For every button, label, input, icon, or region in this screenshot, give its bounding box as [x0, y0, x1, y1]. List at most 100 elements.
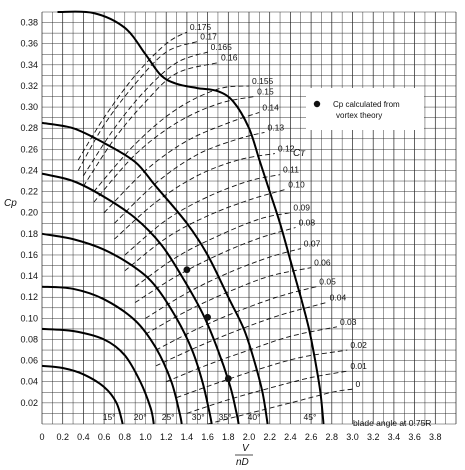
- ct-line: [124, 174, 281, 256]
- x-tick-label: 3.4: [388, 432, 401, 442]
- x-tick-label: 3.6: [408, 432, 421, 442]
- x-tick-label: 2.2: [263, 432, 276, 442]
- ct-line: [145, 248, 301, 319]
- ct-label: 0.02: [350, 340, 367, 350]
- ct-line: [134, 212, 291, 288]
- ct-label: 0.01: [350, 361, 367, 371]
- y-tick-label: 0.32: [20, 81, 38, 91]
- ct-label: 0.04: [330, 293, 347, 303]
- y-tick-label: 0.16: [20, 250, 38, 260]
- blade-angle-label: 20°: [134, 412, 147, 422]
- x-tick-label: 3.8: [429, 432, 442, 442]
- vortex-point: [224, 375, 232, 382]
- x-tick-label: 2.4: [284, 432, 297, 442]
- blade-angle-lines: [41, 10, 325, 425]
- grid-lines: [41, 11, 457, 425]
- vortex-point: [183, 266, 191, 274]
- ct-line: [114, 153, 275, 240]
- ct-label: 0.07: [304, 239, 321, 249]
- y-tick-label: 0.36: [20, 39, 38, 49]
- y-tick-label: 0.22: [20, 187, 38, 197]
- ct-line: [83, 51, 208, 176]
- y-axis-ticks: 0.02 0.04 0.06 0.08 0.10 0.12 0.14 0.16 0.18 0.20…: [20, 18, 38, 408]
- y-tick-label: 0.34: [20, 60, 38, 70]
- y-tick-label: 0.24: [20, 165, 38, 175]
- legend-box: Cp calculated from vortex theory: [306, 88, 424, 130]
- vortex-theory-points: [183, 266, 232, 382]
- ct-label: 0.17: [200, 32, 217, 42]
- y-tick-label: 0.06: [20, 356, 38, 366]
- ct-label: 0.15: [257, 87, 274, 97]
- blade-angle-line: [57, 10, 325, 425]
- ct-label: 0.05: [319, 277, 336, 287]
- x-tick-label: 0.6: [98, 432, 111, 442]
- x-tick-label: 3.2: [367, 432, 380, 442]
- ct-line: [166, 326, 338, 383]
- x-tick-label: 0: [39, 432, 44, 442]
- ct-line: [77, 31, 188, 161]
- ct-label: 0.155: [252, 76, 274, 86]
- y-tick-label: 0.04: [20, 377, 38, 387]
- ct-label: 0.10: [288, 179, 305, 189]
- y-tick-label: 0.18: [20, 229, 38, 239]
- x-axis-title-top: V: [242, 443, 250, 454]
- ct-family-label: Cᴛ: [293, 148, 306, 159]
- ct-line: [114, 131, 265, 224]
- x-tick-label: 0.8: [119, 432, 132, 442]
- ct-label: 0: [356, 379, 361, 389]
- vortex-point: [204, 313, 212, 321]
- ct-line: [145, 267, 312, 335]
- ct-label: 0.06: [314, 258, 331, 268]
- y-tick-label: 0.02: [20, 398, 38, 408]
- blade-angle-line: [41, 327, 155, 425]
- y-tick-label: 0.38: [20, 18, 38, 28]
- ct-label: 0.09: [293, 203, 310, 213]
- y-tick-label: 0.14: [20, 271, 38, 281]
- blade-angle-label: 25°: [162, 412, 175, 422]
- x-tick-label: 0.2: [56, 432, 69, 442]
- ct-line: [176, 349, 348, 399]
- blade-angle-label: 35°: [219, 412, 232, 422]
- ct-label: 0.16: [221, 53, 238, 63]
- blade-angle-line: [41, 121, 269, 425]
- y-tick-label: 0.12: [20, 292, 38, 302]
- x-tick-label: 0.4: [77, 432, 90, 442]
- x-tick-label: 1.4: [181, 432, 194, 442]
- x-tick-label: 1.8: [222, 432, 235, 442]
- ct-line: [103, 111, 260, 214]
- x-tick-label: 2.0: [243, 432, 256, 442]
- ct-label: 0.08: [299, 218, 316, 228]
- ct-label: 0.03: [340, 317, 357, 327]
- x-tick-label: 1.0: [139, 432, 152, 442]
- x-axis-ticks: 0 0.2 0.4 0.6 0.8 1.0 1.2 1.4 1.6 1.8 2.0 2.2 2.4 2.6…: [39, 432, 441, 442]
- x-tick-label: 2.6: [305, 432, 318, 442]
- ct-line: [155, 286, 317, 351]
- blade-angle-label: 40°: [248, 412, 261, 422]
- ct-line: [93, 85, 250, 192]
- x-tick-label: 2.8: [326, 432, 339, 442]
- x-tick-label: 3.0: [346, 432, 359, 442]
- ct-line: [77, 41, 198, 171]
- y-axis-title: Cp: [4, 198, 17, 209]
- ct-label: 0.165: [211, 42, 233, 52]
- ct-label: 0.14: [262, 102, 279, 112]
- ct-label: 0.13: [268, 122, 285, 132]
- ct-line: [83, 62, 219, 187]
- y-tick-label: 0.08: [20, 334, 38, 344]
- ct-contour-lines: [77, 31, 353, 425]
- legend-marker: [313, 100, 321, 108]
- x-axis-title-bottom: nD: [236, 457, 249, 468]
- legend-text-line1: Cp calculated from: [333, 100, 400, 109]
- ct-line: [124, 189, 286, 272]
- ct-line: [134, 227, 296, 303]
- legend-text-line2: vortex theory: [336, 111, 382, 120]
- blade-angle-line: [41, 285, 183, 425]
- ct-line: [93, 96, 255, 203]
- x-tick-label: 1.2: [160, 432, 173, 442]
- ct-label: 0.12: [278, 144, 295, 154]
- y-tick-label: 0.20: [20, 208, 38, 218]
- blade-angle-label: 30°: [192, 412, 205, 422]
- blade-angle-label: 45°: [304, 412, 317, 422]
- y-tick-label: 0.28: [20, 123, 38, 133]
